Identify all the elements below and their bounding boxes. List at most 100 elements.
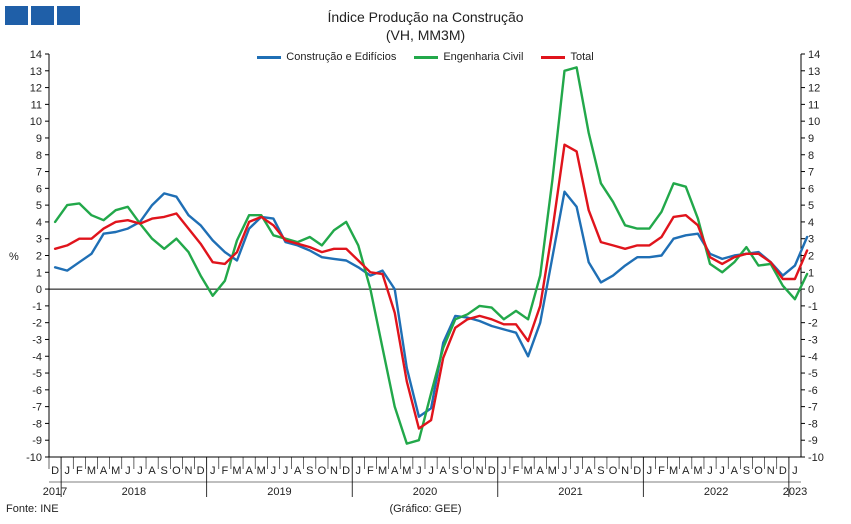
legend-entry-construcao: Construção e Edifícios <box>257 51 396 63</box>
y-tick-label-right: 12 <box>808 83 820 95</box>
y-tick-label-right: 1 <box>808 267 814 279</box>
x-month-label: J <box>125 465 131 477</box>
y-tick-label-right: -2 <box>808 318 818 330</box>
x-month-label: M <box>548 465 557 477</box>
y-tick-label-right: 3 <box>808 234 814 246</box>
x-month-label: J <box>501 465 507 477</box>
y-tick-label-right: 8 <box>808 150 814 162</box>
y-tick-label-left: 6 <box>36 183 42 195</box>
x-month-label: D <box>197 465 205 477</box>
y-tick-label-right: 9 <box>808 133 814 145</box>
x-month-label: J <box>719 465 725 477</box>
y-tick-label-right: -6 <box>808 385 818 397</box>
legend-label-engenharia: Engenharia Civil <box>443 51 524 63</box>
y-tick-label-right: 4 <box>808 217 814 229</box>
x-month-label: J <box>562 465 568 477</box>
y-tick-label-right: -1 <box>808 301 818 313</box>
x-month-label: J <box>792 465 798 477</box>
x-month-label: M <box>232 465 241 477</box>
x-year-label: 2023 <box>783 486 807 498</box>
x-month-label: M <box>87 465 96 477</box>
x-month-label: A <box>245 465 253 477</box>
legend-swatch-engenharia <box>414 55 439 59</box>
x-month-label: M <box>669 465 678 477</box>
x-month-label: A <box>585 465 593 477</box>
x-month-label: O <box>463 465 472 477</box>
y-tick-label-right: -10 <box>808 452 824 464</box>
x-month-label: A <box>682 465 690 477</box>
y-tick-label-left: 11 <box>31 99 42 111</box>
y-tick-label-left: -3 <box>32 334 42 346</box>
x-year-label: 2018 <box>122 486 146 498</box>
y-tick-label-right: -9 <box>808 435 818 447</box>
x-month-label: M <box>111 465 120 477</box>
y-tick-label-left: 0 <box>36 284 42 296</box>
y-tick-label-left: -6 <box>32 385 42 397</box>
x-month-label: O <box>754 465 763 477</box>
y-tick-label-left: 8 <box>36 150 42 162</box>
x-month-label: F <box>76 465 83 477</box>
x-month-label: S <box>743 465 750 477</box>
x-month-label: N <box>767 465 775 477</box>
y-axis-label-left: % <box>9 251 19 263</box>
x-month-label: A <box>391 465 399 477</box>
y-tick-label-right: 11 <box>808 99 819 111</box>
x-year-label: 2017 <box>43 486 67 498</box>
y-tick-label-right: -4 <box>808 351 818 363</box>
y-tick-label-right: 10 <box>808 116 820 128</box>
source-note: Fonte: INE <box>6 503 59 515</box>
legend-entry-engenharia: Engenharia Civil <box>414 51 523 63</box>
y-tick-label-right: 13 <box>808 66 820 78</box>
y-tick-label-left: -10 <box>26 452 42 464</box>
series-line-0 <box>53 190 809 418</box>
y-tick-label-left: 9 <box>36 133 42 145</box>
x-month-label: J <box>137 465 143 477</box>
legend-entry-total: Total <box>541 51 594 63</box>
x-month-label: M <box>257 465 266 477</box>
x-month-label: M <box>402 465 411 477</box>
x-month-label: D <box>51 465 59 477</box>
x-month-label: S <box>452 465 459 477</box>
x-month-label: M <box>693 465 702 477</box>
y-tick-label-left: 1 <box>36 267 42 279</box>
y-tick-label-right: -8 <box>808 418 818 430</box>
x-month-label: N <box>330 465 338 477</box>
y-tick-label-right: 0 <box>808 284 814 296</box>
x-month-label: M <box>524 465 533 477</box>
y-tick-label-right: -7 <box>808 402 818 414</box>
x-month-label: J <box>283 465 289 477</box>
x-month-label: O <box>318 465 327 477</box>
x-month-label: A <box>731 465 739 477</box>
chart-subtitle: (VH, MM3M) <box>385 27 466 43</box>
y-tick-label-right: -3 <box>808 334 818 346</box>
x-month-label: O <box>609 465 618 477</box>
y-tick-label-left: 14 <box>30 49 42 61</box>
y-tick-label-left: -4 <box>32 351 42 363</box>
legend-swatch-total <box>541 55 566 59</box>
ine-logo-icon <box>5 6 80 25</box>
x-month-label: F <box>367 465 374 477</box>
x-month-label: O <box>172 465 181 477</box>
series-line-1 <box>53 66 809 445</box>
x-month-label: J <box>574 465 580 477</box>
chart-title: Índice Produção na Construção <box>327 9 524 25</box>
x-month-label: D <box>779 465 787 477</box>
x-month-label: M <box>378 465 387 477</box>
chart-title-block: Índice Produção na Construção (VH, MM3M) <box>0 8 851 44</box>
y-tick-label-left: -8 <box>32 418 42 430</box>
legend-label-construcao: Construção e Edifícios <box>286 51 397 63</box>
x-month-label: J <box>416 465 422 477</box>
x-month-label: J <box>64 465 70 477</box>
x-year-label: 2022 <box>704 486 728 498</box>
x-month-label: J <box>356 465 362 477</box>
x-month-label: A <box>148 465 156 477</box>
y-tick-label-left: 13 <box>30 66 42 78</box>
y-tick-label-left: 4 <box>36 217 42 229</box>
credit-note: (Gráfico: GEE) <box>389 503 462 515</box>
x-month-label: A <box>537 465 545 477</box>
x-month-label: N <box>476 465 484 477</box>
x-month-label: S <box>597 465 604 477</box>
x-month-label: J <box>428 465 434 477</box>
y-tick-label-left: -1 <box>32 301 42 313</box>
x-month-label: A <box>294 465 302 477</box>
